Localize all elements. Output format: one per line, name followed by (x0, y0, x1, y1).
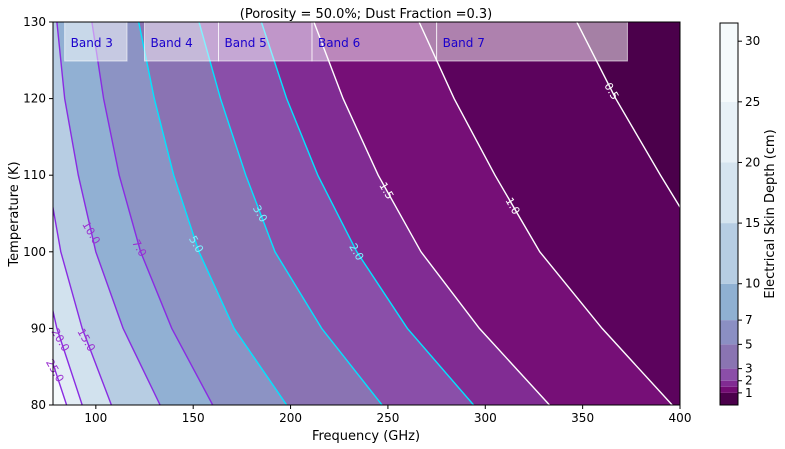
band-label: Band 3 (71, 36, 113, 50)
contour-line-0.5 (576, 22, 680, 209)
contour-fills (53, 22, 680, 405)
colorbar-segment (720, 320, 738, 345)
y-tick-label: 100 (23, 245, 46, 259)
colorbar-tick-label: 15 (745, 216, 760, 230)
chart-title: (Porosity = 50.0%; Dust Fraction =0.3) (240, 7, 492, 22)
x-tick-label: 400 (669, 411, 692, 425)
band-label: Band 7 (443, 36, 485, 50)
fill-region-1.0 (419, 22, 680, 405)
colorbar-segment (720, 386, 738, 393)
colorbar-tick-label: 20 (745, 155, 760, 169)
x-tick-label: 350 (571, 411, 594, 425)
fill-region-0.5 (576, 22, 680, 208)
band-box (144, 21, 220, 62)
y-tick-label: 120 (23, 92, 46, 106)
y-tick-label: 130 (23, 15, 46, 29)
colorbar-segment (720, 344, 738, 369)
colorbar-tick-label: 10 (745, 277, 760, 291)
colorbar-segment (720, 283, 738, 321)
band-label: Band 4 (151, 36, 193, 50)
colorbar-tick-label: 5 (745, 337, 753, 351)
band-annotations: Band 3 Band 4 Band 5 Band 6 Band 7 (64, 21, 628, 62)
colorbar-segment (720, 223, 738, 284)
y-tick-label: 90 (31, 321, 46, 335)
x-tick-label: 200 (279, 411, 302, 425)
contour-line-15.0 (53, 203, 113, 405)
colorbar-frame (719, 22, 739, 406)
x-tick-label: 250 (376, 411, 399, 425)
band-label: Band 5 (225, 36, 267, 50)
colorbar-segment (720, 162, 738, 224)
colorbar-tick-label: 25 (745, 95, 760, 109)
contour-line-1.5 (313, 22, 551, 405)
y-tick-label: 80 (31, 398, 46, 412)
colorbar-segment (720, 368, 738, 381)
contour-line-20.0 (53, 308, 83, 405)
contour-lines (53, 22, 680, 405)
x-axis: 100 150 200 250 300 350 400 (84, 405, 691, 425)
contour-line-2.0 (260, 22, 475, 405)
y-tick-label: 110 (23, 168, 46, 182)
colorbar-tick-label: 30 (745, 34, 760, 48)
colorbar-label: Electrical Skin Depth (cm) (763, 129, 778, 298)
colorbar-tick-label: 7 (745, 313, 753, 327)
contour-line-10.0 (56, 22, 161, 405)
y-axis: 80 90 100 110 120 130 (23, 15, 53, 412)
x-tick-label: 150 (182, 411, 205, 425)
colorbar-segment (720, 380, 738, 387)
x-tick-label: 100 (84, 411, 107, 425)
contour-line-5.0 (138, 22, 288, 405)
colorbar-segment (720, 101, 738, 163)
plot-frame (52, 21, 681, 406)
colorbar-tick-label: 3 (745, 362, 753, 376)
contour-line-7.0 (91, 22, 214, 405)
contour-line-1.0 (418, 22, 673, 405)
colorbar: 123 5 7 10 15 20 25 30 (719, 22, 760, 406)
x-tick-label: 300 (474, 411, 497, 425)
y-axis-label: Temperature (K) (7, 161, 22, 267)
band-box (311, 21, 438, 62)
colorbar-segment (720, 392, 738, 405)
colorbar-tick-label: 2 (745, 374, 753, 388)
contour-line-3.0 (198, 22, 383, 405)
band-box (218, 21, 313, 62)
band-label: Band 6 (318, 36, 360, 50)
band-box (436, 21, 628, 62)
x-axis-label: Frequency (GHz) (312, 429, 420, 444)
colorbar-segment (720, 23, 738, 102)
colorbar-tick-label: 1 (745, 386, 753, 400)
